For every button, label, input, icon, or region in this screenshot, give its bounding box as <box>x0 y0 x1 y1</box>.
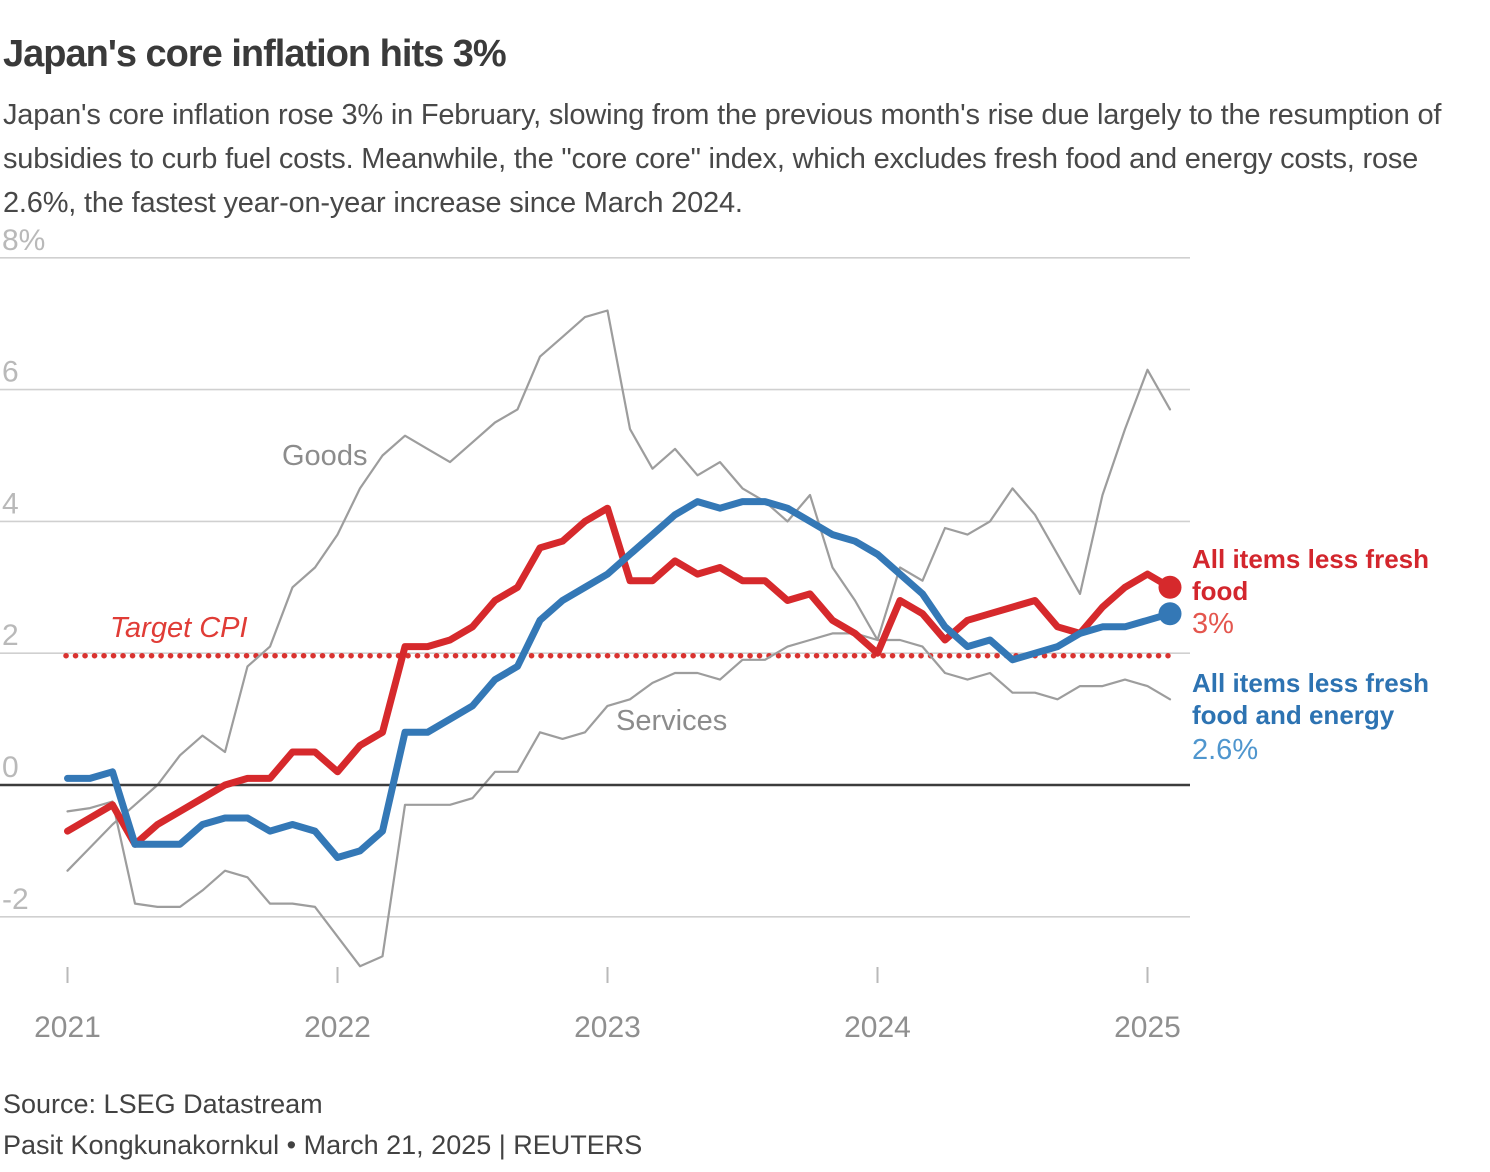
series-line-services <box>66 632 1172 968</box>
series-end-dot-all-items-less-fresh-food-and-energy <box>1158 602 1182 626</box>
y-axis-label: 6 <box>2 356 19 389</box>
x-axis-label: 2021 <box>34 1011 101 1044</box>
y-axis-label: 4 <box>2 487 19 520</box>
source-note: Source: LSEG Datastream <box>3 1089 323 1119</box>
x-axis-label: 2022 <box>304 1011 371 1044</box>
x-axis-label: 2023 <box>574 1011 641 1044</box>
core-cpi-latest-value: 3% <box>1192 608 1234 640</box>
y-axis-label: 2 <box>2 619 19 652</box>
x-axis-label: 2025 <box>1114 1011 1181 1044</box>
y-axis-label: 8% <box>2 224 45 257</box>
series-end-dot-all-items-less-fresh-food <box>1158 575 1182 599</box>
y-axis-label: 0 <box>2 751 19 784</box>
byline: Pasit Kongkunakornkul • March 21, 2025 |… <box>3 1130 643 1160</box>
y-axis-label: -2 <box>2 883 29 916</box>
chart-footer: Source: LSEG Datastream Pasit Kongkunako… <box>3 1087 1403 1162</box>
series-line-all-items-less-fresh-food <box>64 504 1174 848</box>
services-series-label: Services <box>616 705 728 737</box>
series-line-goods <box>66 309 1172 872</box>
goods-series-label: Goods <box>282 440 368 472</box>
end-of-line-legend: All items less fresh food 3% All items l… <box>1192 543 1489 767</box>
series-line-all-items-less-fresh-food-and-energy <box>64 498 1174 861</box>
core-core-cpi-series-label: All items less fresh food and energy <box>1192 668 1429 730</box>
core-cpi-series-label: All items less fresh food <box>1192 544 1429 606</box>
core-core-cpi-latest-value: 2.6% <box>1192 734 1259 766</box>
page-title: Japan's core inflation hits 3% <box>3 33 507 76</box>
chart-subtitle: Japan's core inflation rose 3% in Februa… <box>3 99 1442 219</box>
target-cpi-label: Target CPI <box>110 612 248 644</box>
x-axis-label: 2024 <box>844 1011 911 1044</box>
